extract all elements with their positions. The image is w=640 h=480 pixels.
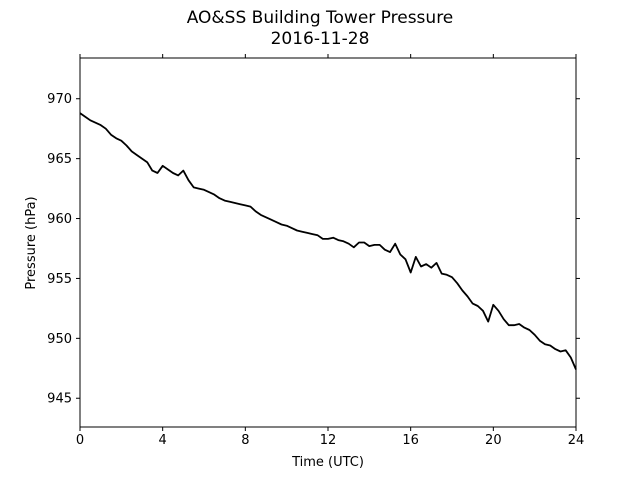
x-tick-label: 4 xyxy=(159,433,167,448)
y-tick-label: 945 xyxy=(47,392,72,407)
x-tick-label: 12 xyxy=(320,433,337,448)
x-axis-label: Time (UTC) xyxy=(291,455,364,470)
pressure-series-line xyxy=(79,112,577,370)
chart-subtitle: 2016-11-28 xyxy=(270,29,370,49)
x-tick-label: 8 xyxy=(241,433,249,448)
x-tick-label: 16 xyxy=(402,433,419,448)
y-tick-label: 965 xyxy=(47,152,72,167)
y-tick-label: 950 xyxy=(47,332,72,347)
chart-title: AO&SS Building Tower Pressure xyxy=(186,8,454,28)
y-tick-label: 970 xyxy=(47,92,72,107)
axes-frame xyxy=(79,57,577,428)
x-tick-label: 20 xyxy=(485,433,502,448)
y-tick-label: 960 xyxy=(47,212,72,227)
plot-area: 0 4 8 12 16 20 24 945 950 955 960 965 970 xyxy=(47,54,584,448)
y-axis-label: Pressure (hPa) xyxy=(24,196,39,289)
x-tick-label: 0 xyxy=(76,433,84,448)
y-tick-label: 955 xyxy=(47,272,72,287)
x-tick-label: 24 xyxy=(568,433,585,448)
